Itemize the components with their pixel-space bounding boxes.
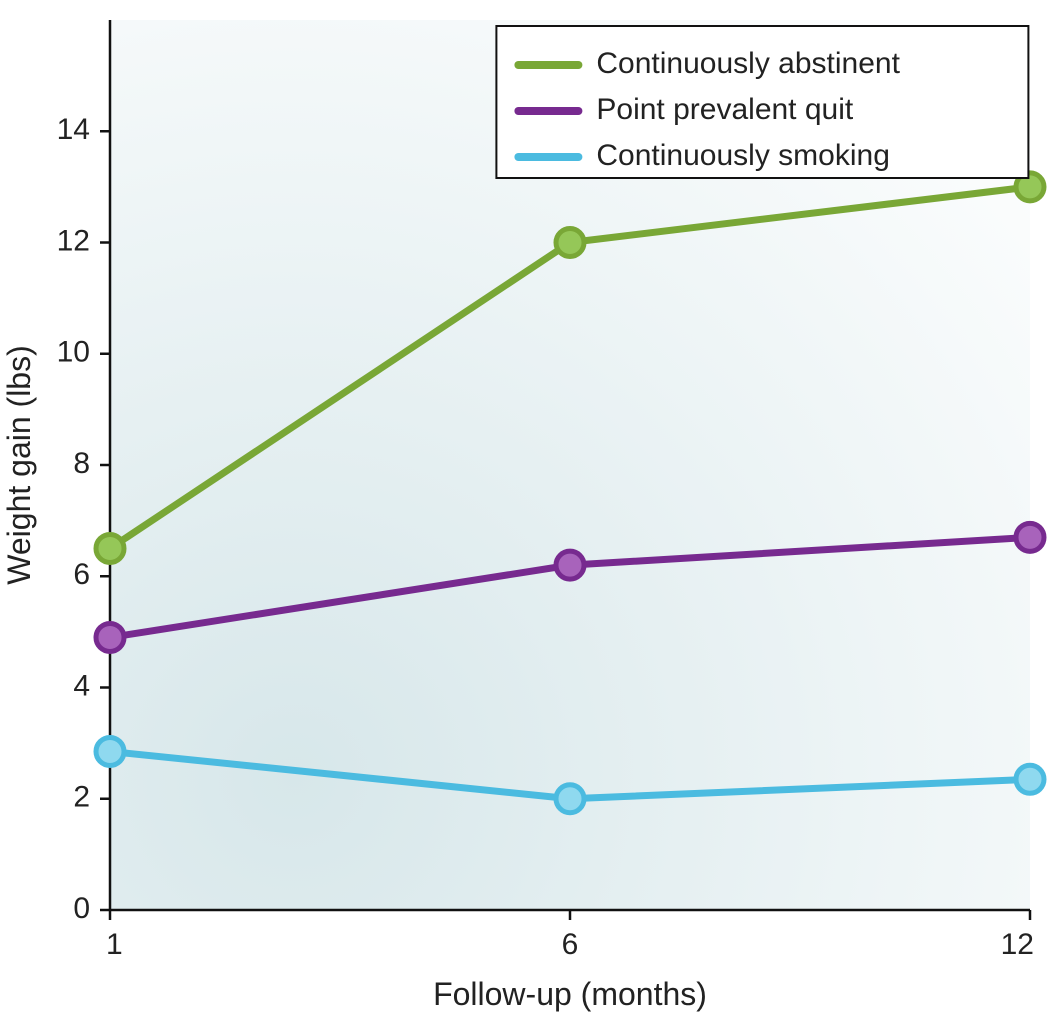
legend-label-0: Continuously abstinent xyxy=(596,47,900,80)
y-tick-label: 8 xyxy=(73,447,90,480)
x-tick-label: 12 xyxy=(1001,928,1034,961)
x-axis-label: Follow-up (months) xyxy=(433,976,707,1012)
legend-label-1: Point prevalent quit xyxy=(596,93,853,126)
y-tick-label: 14 xyxy=(57,113,90,146)
y-tick-label: 12 xyxy=(57,224,90,257)
x-tick-label: 6 xyxy=(562,928,579,961)
chart-svg: 0 2 4 6 8 10 12 14 Weight gain (lbs) 1 6 12 Follow-u… xyxy=(0,0,1050,1027)
series-marker-1-1 xyxy=(556,551,584,579)
weight-gain-line-chart: 0 2 4 6 8 10 12 14 Weight gain (lbs) 1 6 12 Follow-u… xyxy=(0,0,1050,1027)
series-marker-0-1 xyxy=(556,229,584,257)
series-marker-1-2 xyxy=(1016,523,1044,551)
x-tick-label: 1 xyxy=(106,928,123,961)
legend-label-2: Continuously smoking xyxy=(596,139,889,172)
legend: Continuously abstinent Point prevalent qu… xyxy=(496,26,1028,178)
series-marker-2-0 xyxy=(96,737,124,765)
y-tick-label: 6 xyxy=(73,558,90,591)
y-tick-label: 10 xyxy=(57,336,90,369)
y-tick-label: 0 xyxy=(73,892,90,925)
series-marker-0-0 xyxy=(96,534,124,562)
series-marker-2-1 xyxy=(556,785,584,813)
y-tick-label: 2 xyxy=(73,781,90,814)
series-marker-1-0 xyxy=(96,623,124,651)
series-marker-2-2 xyxy=(1016,765,1044,793)
y-axis-label: Weight gain (lbs) xyxy=(1,345,37,585)
y-tick-label: 4 xyxy=(73,669,90,702)
